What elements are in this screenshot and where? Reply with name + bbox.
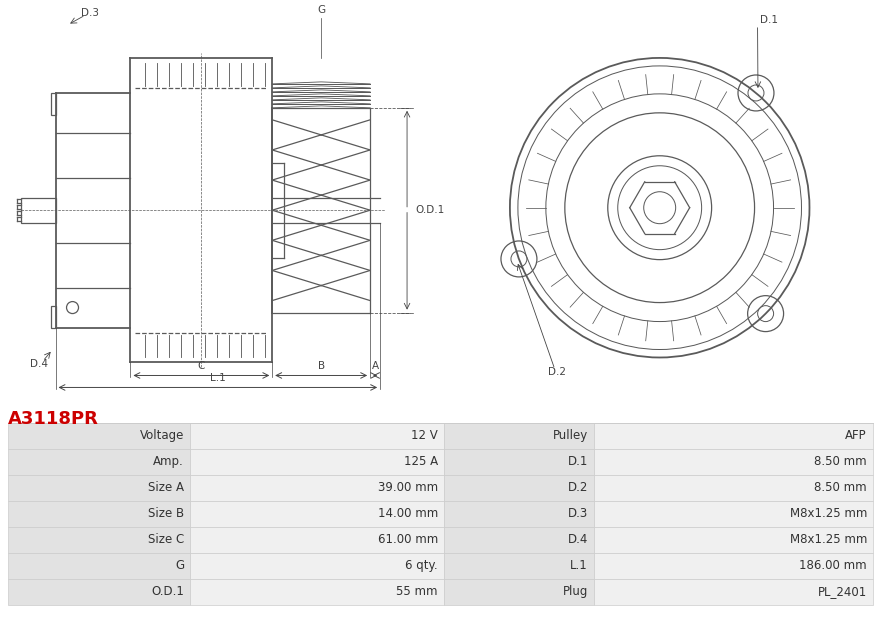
Bar xyxy=(594,449,873,475)
Bar xyxy=(51,93,55,115)
Bar xyxy=(444,553,594,579)
Bar xyxy=(190,449,444,475)
Text: C: C xyxy=(197,361,205,371)
Text: PL_2401: PL_2401 xyxy=(818,586,867,599)
Bar xyxy=(444,501,594,527)
Text: 186.00 mm: 186.00 mm xyxy=(799,559,867,573)
Text: D.1: D.1 xyxy=(759,15,778,25)
Text: 8.50 mm: 8.50 mm xyxy=(814,482,867,495)
Bar xyxy=(190,501,444,527)
Text: 39.00 mm: 39.00 mm xyxy=(378,482,438,495)
Bar xyxy=(190,527,444,553)
Bar xyxy=(8,449,190,475)
Text: Size C: Size C xyxy=(148,533,184,546)
Bar xyxy=(444,475,594,501)
Text: 8.50 mm: 8.50 mm xyxy=(814,455,867,468)
Bar xyxy=(444,527,594,553)
Text: D.3: D.3 xyxy=(568,508,588,520)
Bar xyxy=(8,423,190,449)
Text: Size A: Size A xyxy=(148,482,184,495)
Bar xyxy=(594,475,873,501)
Bar xyxy=(8,579,190,605)
Text: 61.00 mm: 61.00 mm xyxy=(378,533,438,546)
Bar xyxy=(8,501,190,527)
Bar xyxy=(8,553,190,579)
Bar xyxy=(594,553,873,579)
Bar xyxy=(20,197,55,222)
Text: Amp.: Amp. xyxy=(153,455,184,468)
Text: G: G xyxy=(317,5,325,15)
Text: O.D.1: O.D.1 xyxy=(415,205,444,215)
Bar xyxy=(190,579,444,605)
Text: D.4: D.4 xyxy=(567,533,588,546)
Text: M8x1.25 mm: M8x1.25 mm xyxy=(789,508,867,520)
Text: AFP: AFP xyxy=(845,429,867,442)
Text: G: G xyxy=(175,559,184,573)
Text: D.2: D.2 xyxy=(548,368,566,378)
Bar xyxy=(190,423,444,449)
Text: Plug: Plug xyxy=(563,586,588,599)
Bar xyxy=(594,501,873,527)
Bar xyxy=(594,423,873,449)
Text: B: B xyxy=(317,361,324,371)
Text: Voltage: Voltage xyxy=(140,429,184,442)
Bar xyxy=(8,527,190,553)
Text: 6 qty.: 6 qty. xyxy=(405,559,438,573)
Bar xyxy=(190,553,444,579)
Text: D.1: D.1 xyxy=(567,455,588,468)
Text: M8x1.25 mm: M8x1.25 mm xyxy=(789,533,867,546)
Text: Pulley: Pulley xyxy=(553,429,588,442)
Bar xyxy=(444,579,594,605)
Bar xyxy=(8,475,190,501)
Text: A3118PR: A3118PR xyxy=(8,410,99,428)
Text: D.4: D.4 xyxy=(29,359,48,369)
Text: D.2: D.2 xyxy=(567,482,588,495)
Bar xyxy=(594,579,873,605)
Text: L.1: L.1 xyxy=(210,373,226,384)
Bar xyxy=(444,423,594,449)
Text: L.1: L.1 xyxy=(570,559,588,573)
Text: 14.00 mm: 14.00 mm xyxy=(378,508,438,520)
Bar xyxy=(51,305,55,328)
Text: 12 V: 12 V xyxy=(412,429,438,442)
Text: A: A xyxy=(372,361,379,371)
Text: O.D.1: O.D.1 xyxy=(151,586,184,599)
Bar xyxy=(444,449,594,475)
Text: 55 mm: 55 mm xyxy=(396,586,438,599)
Bar xyxy=(190,475,444,501)
Bar xyxy=(594,527,873,553)
Text: 125 A: 125 A xyxy=(404,455,438,468)
Text: D.3: D.3 xyxy=(81,8,99,18)
Text: Size B: Size B xyxy=(148,508,184,520)
